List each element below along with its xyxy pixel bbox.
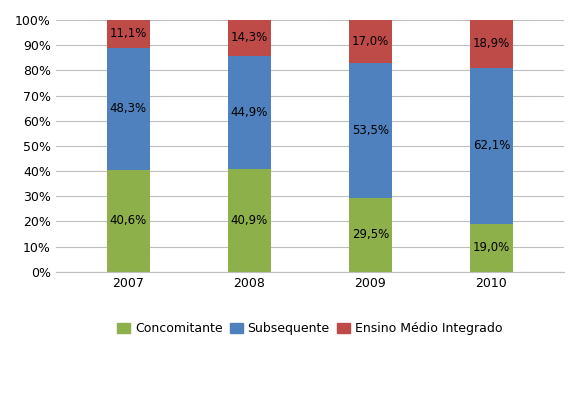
Bar — [107, 20, 149, 48]
Bar — [228, 169, 270, 272]
Text: 48,3%: 48,3% — [110, 102, 147, 115]
Bar — [470, 224, 512, 272]
Bar — [228, 20, 270, 56]
Text: 40,6%: 40,6% — [109, 214, 147, 227]
Text: 29,5%: 29,5% — [352, 228, 389, 241]
Bar — [107, 48, 149, 169]
Bar — [107, 169, 149, 272]
Bar — [470, 68, 512, 224]
Legend: Concomitante, Subsequente, Ensino Médio Integrado: Concomitante, Subsequente, Ensino Médio … — [111, 316, 508, 341]
Text: 40,9%: 40,9% — [231, 214, 268, 227]
Bar — [349, 63, 391, 198]
Text: 44,9%: 44,9% — [230, 106, 268, 119]
Bar — [228, 56, 270, 169]
Text: 17,0%: 17,0% — [352, 35, 389, 48]
Text: 53,5%: 53,5% — [352, 124, 389, 137]
Text: 18,9%: 18,9% — [473, 37, 510, 50]
Text: 11,1%: 11,1% — [109, 27, 147, 40]
Text: 19,0%: 19,0% — [473, 242, 510, 254]
Text: 14,3%: 14,3% — [231, 31, 268, 44]
Bar — [470, 20, 512, 68]
Bar — [349, 198, 391, 272]
Bar — [349, 20, 391, 63]
Text: 62,1%: 62,1% — [472, 139, 510, 152]
